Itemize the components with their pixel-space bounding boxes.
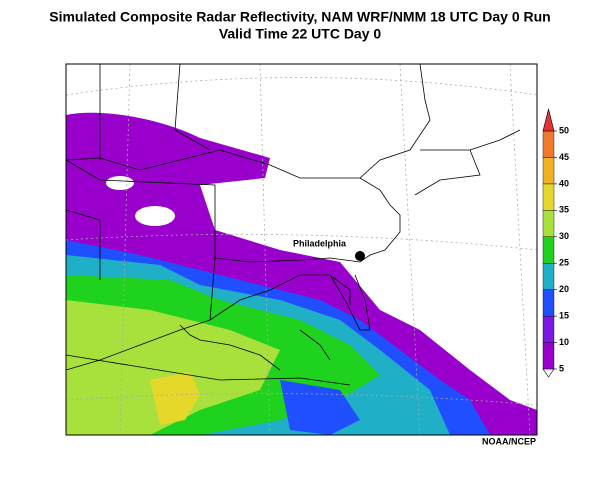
colorbar-label: 45 <box>559 152 569 162</box>
colorbar-label: 15 <box>559 310 569 320</box>
colorbar-band <box>542 289 555 317</box>
colorbar-label: 40 <box>559 178 569 188</box>
title-line: Simulated Composite Radar Reflectivity, … <box>49 9 550 25</box>
colorbar-band <box>542 210 555 237</box>
map: Philadelphia <box>65 63 538 436</box>
colorbar-label: 25 <box>559 258 569 268</box>
colorbar-band <box>542 263 555 290</box>
colorbar-label: 10 <box>559 337 569 347</box>
colorbar: 5 10 15 20 25 30 35 40 45 50 <box>542 108 569 378</box>
colorbar-band <box>542 315 555 343</box>
credit: NOAA/NCEP <box>482 436 536 446</box>
over-arrow <box>542 108 555 132</box>
colorbar-label: 50 <box>559 125 569 135</box>
colorbar-label: 5 <box>559 363 564 373</box>
title-line: Valid Time 22 UTC Day 0 <box>219 26 382 42</box>
colorbar-label: 30 <box>559 231 569 241</box>
colorbar-band <box>542 130 555 158</box>
colorbar-band <box>542 342 555 370</box>
colorbar-band <box>542 157 555 185</box>
colorbar-band <box>542 183 555 211</box>
colorbar-label: 20 <box>559 284 569 294</box>
colorbar-band <box>542 236 555 264</box>
under-arrow <box>542 368 555 378</box>
city-label: Philadelphia <box>293 238 347 248</box>
colorbar-label: 35 <box>559 205 569 215</box>
